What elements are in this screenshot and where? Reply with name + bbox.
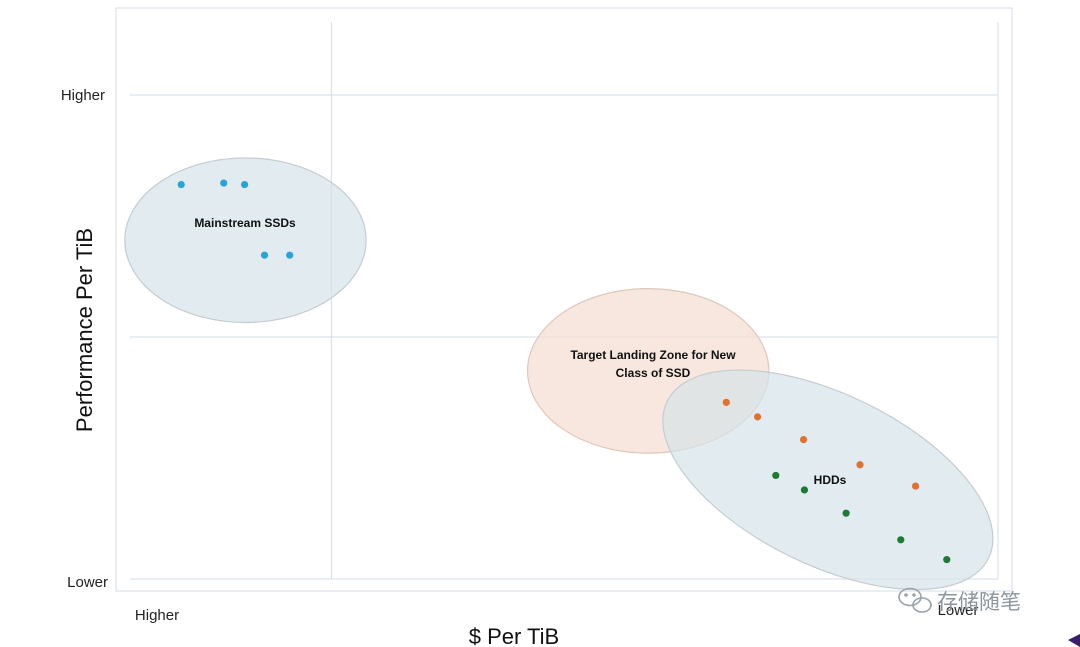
y-axis-title: Performance Per TiB [72, 228, 97, 432]
zone-label: Mainstream SSDs [194, 216, 296, 230]
data-point [177, 180, 185, 189]
zone-ellipse [662, 369, 994, 591]
zone-label: HDDs [814, 473, 847, 487]
data-point [286, 251, 294, 259]
data-point [911, 482, 920, 490]
data-point [260, 251, 269, 259]
zones: Mainstream SSDs Target Landing Zone for N… [124, 157, 994, 591]
points [177, 179, 951, 564]
data-point [842, 509, 850, 517]
zone-label: Target Landing Zone for New Class of SSD [570, 348, 736, 380]
watermark: 存储随笔 [898, 587, 1021, 614]
data-point [800, 486, 809, 494]
x-tick-label: Higher [135, 607, 179, 624]
y-tick-label: Lower [67, 574, 108, 591]
corner-arrow-icon [1068, 634, 1080, 647]
data-point [856, 461, 864, 469]
data-point [897, 536, 905, 544]
data-point [943, 556, 951, 564]
wechat-icon [898, 587, 932, 613]
data-point [240, 180, 249, 189]
watermark-text: 存储随笔 [937, 590, 1021, 614]
data-point [220, 179, 228, 187]
y-tick-label: Higher [61, 87, 105, 104]
data-point [753, 413, 762, 421]
zone-ellipse [124, 157, 367, 324]
data-point [722, 398, 730, 406]
data-point [772, 471, 780, 480]
data-point [799, 436, 808, 444]
x-tick-label: Lower [938, 602, 979, 619]
x-axis-title: $ Per TiB [469, 624, 559, 647]
